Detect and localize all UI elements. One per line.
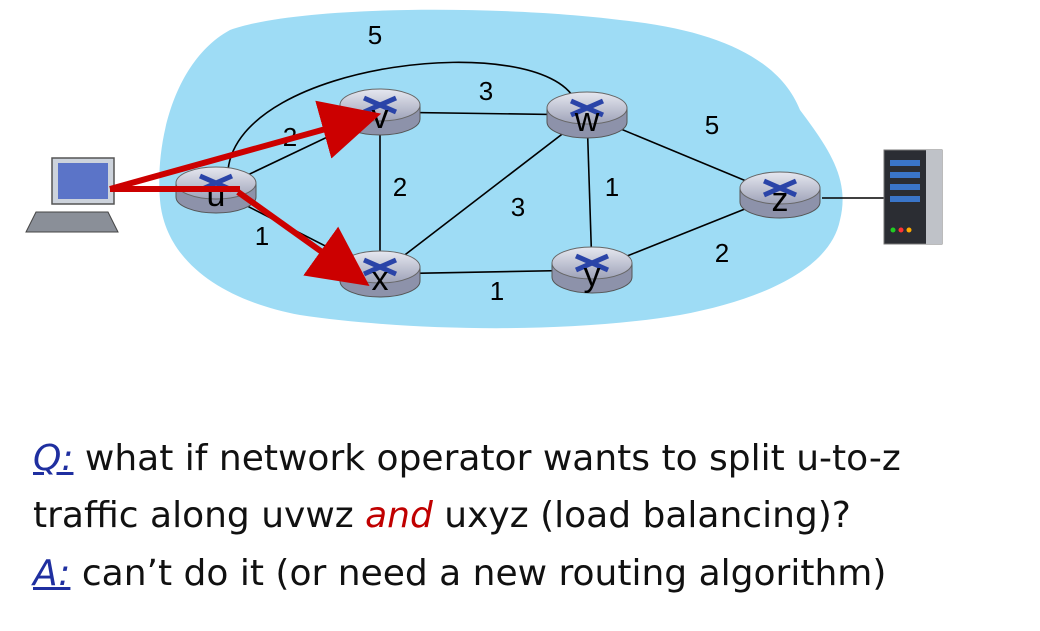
router-icon	[762, 178, 798, 198]
edge-weight-w-z: 5	[705, 110, 719, 140]
router-w: w	[546, 91, 628, 139]
router-x: x	[339, 250, 421, 298]
edge-weight-u-w: 5	[368, 20, 382, 50]
answer-label: A:	[33, 553, 71, 594]
answer-text: can’t do it (or need a new routing algor…	[70, 553, 887, 594]
edge-weight-w-y: 1	[605, 172, 619, 202]
edge-w-y	[586, 114, 593, 271]
question-text-2a: traffic along uvwz	[33, 495, 366, 536]
question-text-2b: uxyz (load balancing)?	[432, 495, 851, 536]
edge-u-w	[227, 61, 576, 171]
node-label-y: y	[584, 256, 601, 294]
computer-host-icon	[25, 157, 180, 233]
edge-weight-x-y: 1	[490, 276, 504, 306]
node-label-v: v	[372, 98, 389, 136]
answer-line: A: can’t do it (or need a new routing al…	[33, 556, 1023, 592]
question-text: what if network operator wants to split …	[73, 438, 901, 479]
node-label-z: z	[772, 181, 789, 219]
edge-weight-v-w: 3	[479, 76, 493, 106]
question-label: Q:	[33, 438, 74, 479]
node-label-x: x	[372, 260, 389, 298]
server-icon	[822, 149, 943, 245]
edge-weight-y-z: 2	[715, 238, 729, 268]
node-label-w: w	[574, 101, 600, 139]
edge-x-w	[379, 114, 588, 275]
router-z: z	[739, 171, 821, 219]
router-icon	[574, 253, 610, 273]
edge-weight-v-x: 2	[393, 172, 407, 202]
router-icon	[569, 98, 605, 118]
router-v: v	[339, 88, 421, 136]
edge-weight-x-w: 3	[511, 192, 525, 222]
flow-arrow-u-v	[109, 100, 382, 192]
router-y: y	[551, 246, 633, 294]
edge-weight-u-x: 1	[255, 221, 269, 251]
question-line-2: traffic along uvwz and uxyz (load balanc…	[33, 498, 1023, 534]
question-line: Q: what if network operator wants to spl…	[33, 441, 1023, 477]
flow-arrows	[109, 100, 382, 286]
emphasis-and: and	[365, 495, 433, 536]
node-label-u: u	[207, 176, 226, 214]
flow-arrow-u-x-diag	[236, 189, 370, 286]
